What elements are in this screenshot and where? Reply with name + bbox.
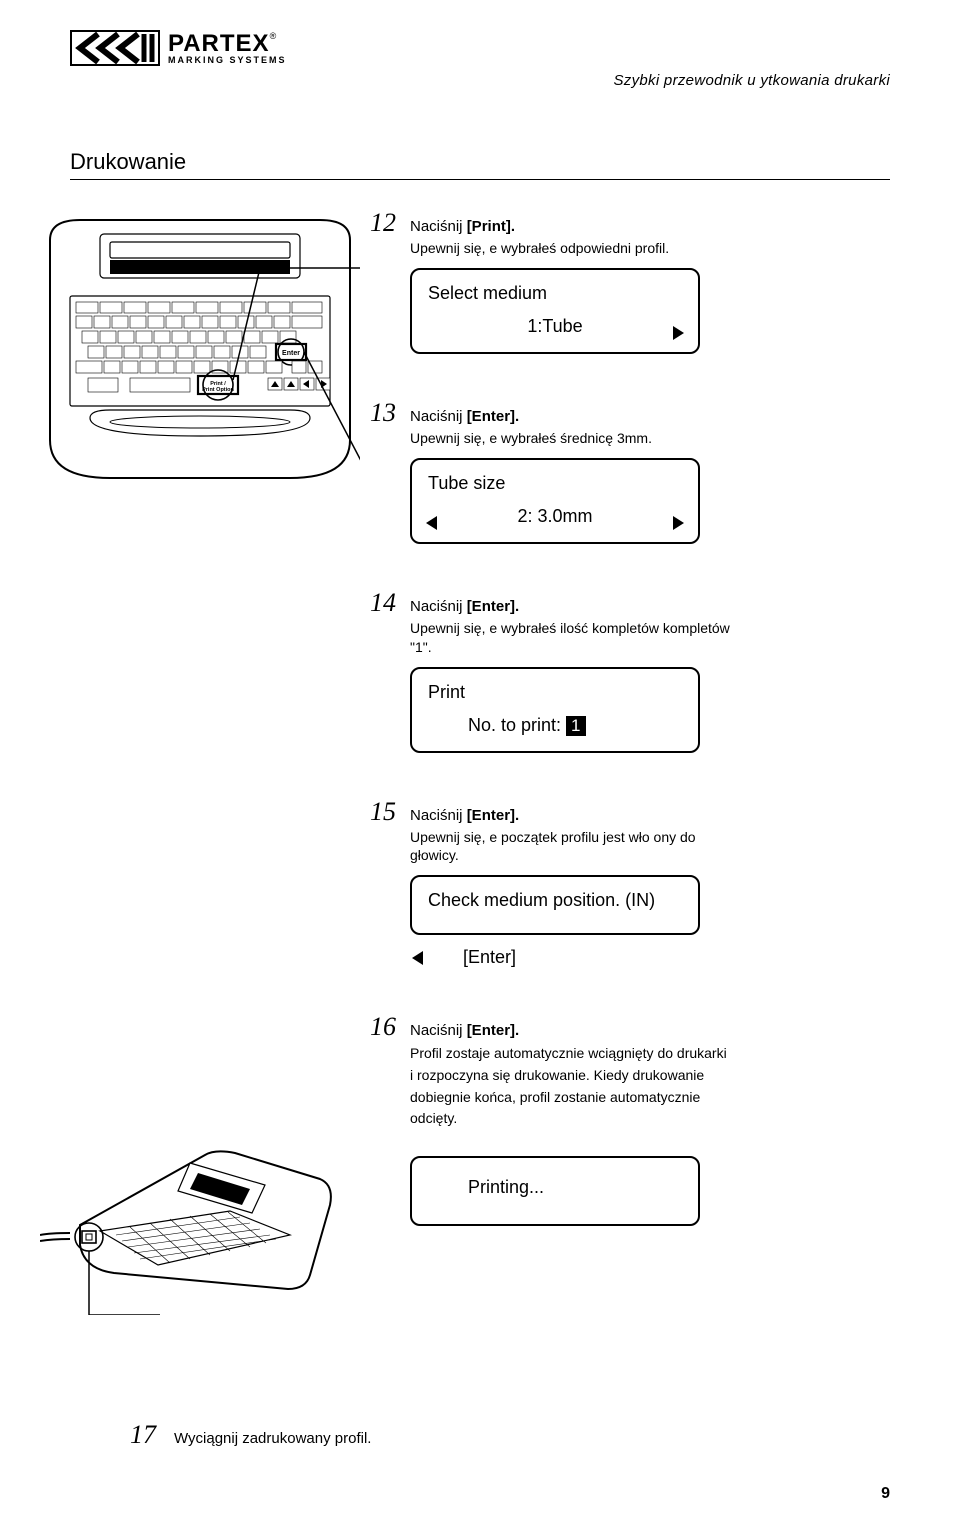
step-15-number: 15 xyxy=(370,797,396,827)
section-title: Drukowanie xyxy=(70,149,890,175)
step-15-note: Upewnij się, e początek profilu jest wło… xyxy=(410,828,730,866)
step-15-enter-row: [Enter] xyxy=(412,947,730,968)
step-14: 14 Naciśnij [Enter]. Upewnij się, e wybr… xyxy=(370,588,730,753)
step-14-action: Naciśnij [Enter]. xyxy=(410,598,730,615)
page-number: 9 xyxy=(881,1485,890,1503)
step-15: 15 Naciśnij [Enter]. Upewnij się, e pocz… xyxy=(370,797,730,969)
arrow-left-icon xyxy=(412,951,423,965)
step-13-action: Naciśnij [Enter]. xyxy=(410,408,652,425)
device-illustration-small xyxy=(40,1115,340,1320)
enter-label: [Enter] xyxy=(463,947,516,968)
step-14-number: 14 xyxy=(370,588,396,618)
step-13-lcd: Tube size 2: 3.0mm xyxy=(410,458,700,544)
arrow-right-icon xyxy=(673,326,684,340)
svg-text:Enter: Enter xyxy=(282,350,300,357)
header-sub: Szybki przewodnik u ytkowania drukarki xyxy=(70,72,890,89)
lcd-line2: 1:Tube xyxy=(428,313,682,340)
step-16-action: Naciśnij [Enter]. xyxy=(410,1022,730,1039)
step-14-lcd: Print No. to print: 1 xyxy=(410,667,700,753)
step-16-number: 16 xyxy=(370,1012,396,1042)
arrow-left-icon xyxy=(426,516,437,530)
lcd-line2: 2: 3.0mm xyxy=(428,503,682,530)
brand-subtitle: MARKING SYSTEMS xyxy=(168,56,287,65)
step-16-note: Profil zostaje automatycznie wciągnięty … xyxy=(410,1043,730,1130)
step-17-number: 17 xyxy=(130,1420,156,1450)
step-12: 12 Naciśnij [Print]. Upewnij się, e wybr… xyxy=(370,208,730,354)
step-17-text: Wyciągnij zadrukowany profil. xyxy=(174,1430,371,1447)
lcd-line2: Printing... xyxy=(428,1174,682,1201)
step-13-note: Upewnij się, e wybrałeś średnicę 3mm. xyxy=(410,429,652,448)
step-13: 13 Naciśnij [Enter]. Upewnij się, e wybr… xyxy=(370,398,730,544)
lcd-line1: Check medium position. (IN) xyxy=(428,887,682,914)
logo-mark xyxy=(70,30,160,66)
step-12-number: 12 xyxy=(370,208,396,238)
step-12-lcd: Select medium 1:Tube xyxy=(410,268,700,354)
svg-text:Print Option: Print Option xyxy=(202,387,234,393)
lcd-cursor-value: 1 xyxy=(566,716,585,736)
lcd-line1: Select medium xyxy=(428,280,682,307)
step-14-note: Upewnij się, e wybrałeś ilość kompletów … xyxy=(410,619,730,657)
device-illustration-large: Enter Print / Print Option xyxy=(40,210,360,495)
step-16-lcd: Printing... xyxy=(410,1156,700,1226)
step-13-number: 13 xyxy=(370,398,396,428)
step-15-action: Naciśnij [Enter]. xyxy=(410,807,730,824)
section-rule xyxy=(70,179,890,180)
brand-logo: PARTEX® MARKING SYSTEMS xyxy=(70,30,890,66)
step-15-lcd: Check medium position. (IN) xyxy=(410,875,700,935)
lcd-line1: Print xyxy=(428,679,682,706)
step-17: 17 Wyciągnij zadrukowany profil. xyxy=(130,1420,371,1450)
lcd-line1: Tube size xyxy=(428,470,682,497)
logo-text: PARTEX® MARKING SYSTEMS xyxy=(168,32,287,65)
step-16: 16 Naciśnij [Enter]. Profil zostaje auto… xyxy=(370,1012,730,1226)
step-12-action: Naciśnij [Print]. xyxy=(410,218,669,235)
step-12-note: Upewnij się, e wybrałeś odpowiedni profi… xyxy=(410,239,669,258)
brand-name: PARTEX xyxy=(168,30,270,57)
lcd-line2: No. to print: 1 xyxy=(428,712,682,739)
arrow-right-icon xyxy=(673,516,684,530)
